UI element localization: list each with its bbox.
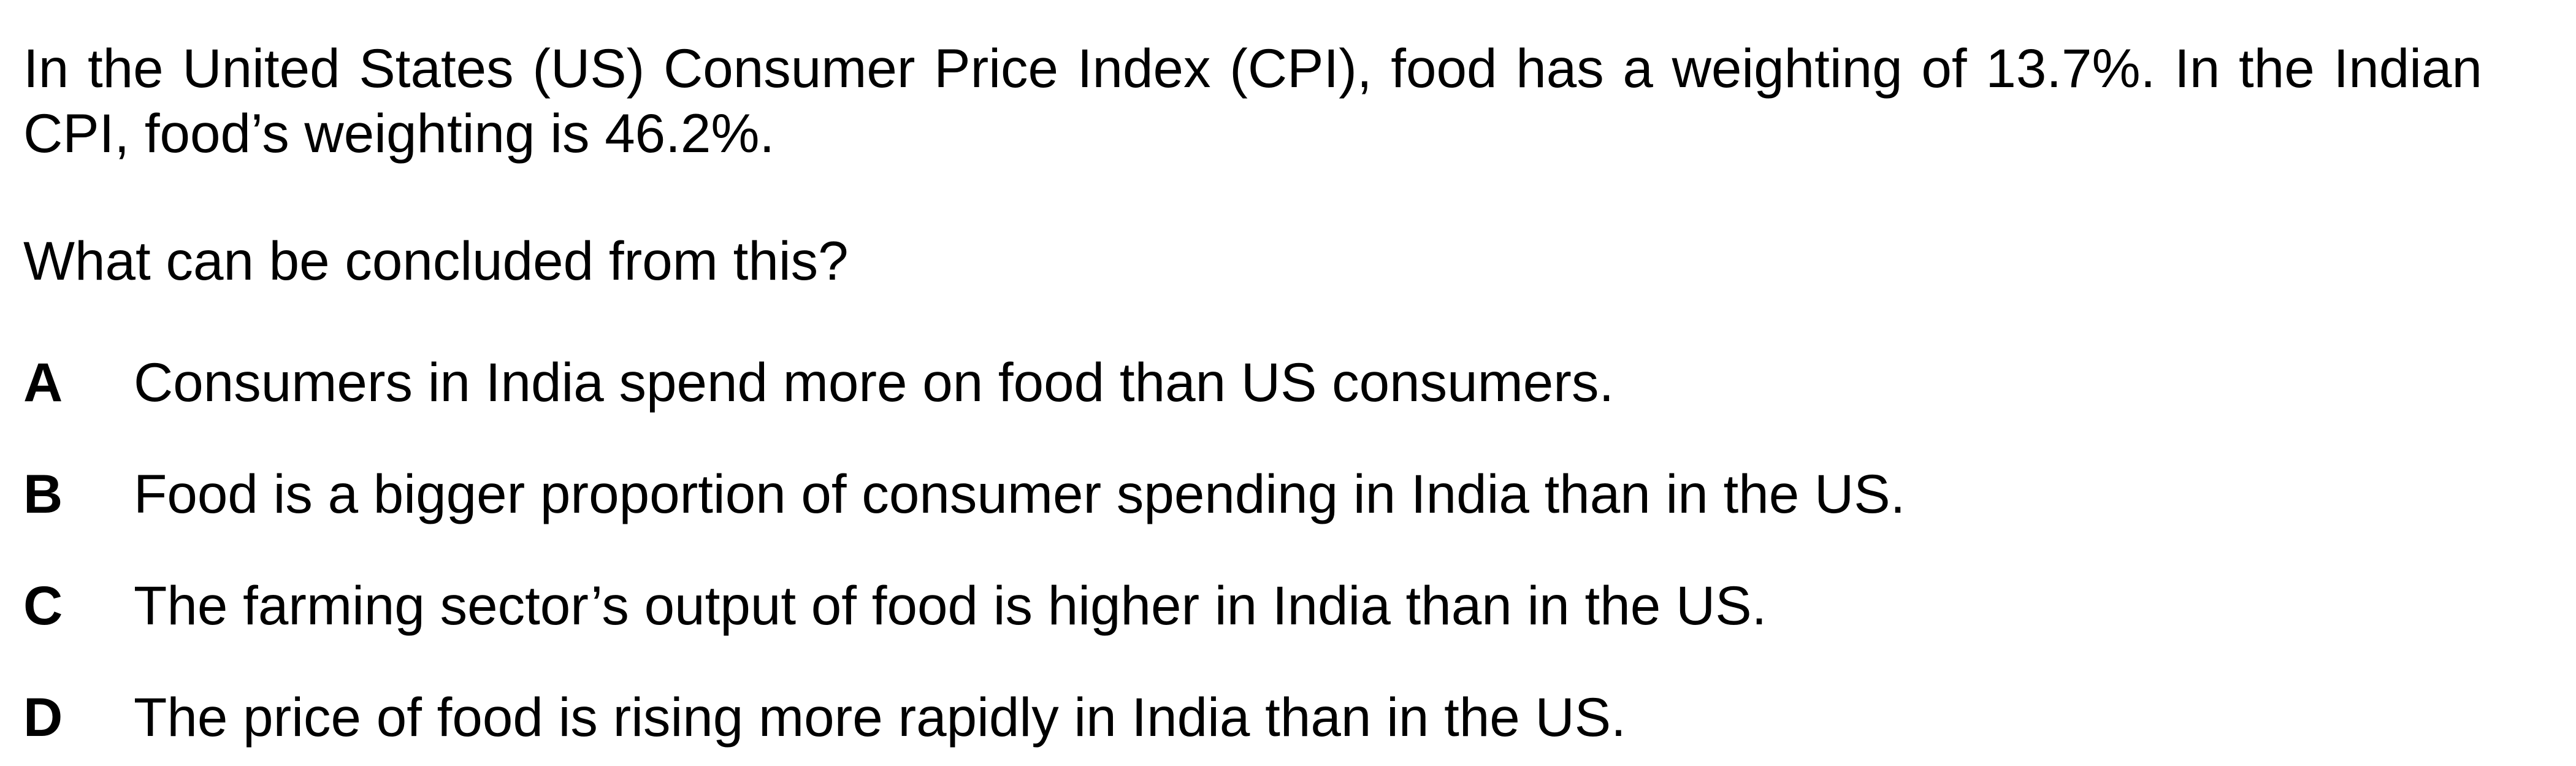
question-prompt: What can be concluded from this? (23, 230, 849, 291)
option-text: The price of food is rising more rapidly… (134, 686, 1626, 748)
option-text: The farming sector’s output of food is h… (134, 575, 1767, 636)
option-text: Food is a bigger proportion of consumer … (134, 463, 1906, 524)
option-c[interactable]: C The farming sector’s output of food is… (23, 573, 2537, 638)
question-stem: In the United States (US) Consumer Price… (23, 37, 2482, 164)
option-a[interactable]: A Consumers in India spend more on food … (23, 350, 2537, 415)
option-letter: B (23, 463, 63, 524)
option-text: Consumers in India spend more on food th… (134, 351, 1615, 413)
option-d[interactable]: D The price of food is rising more rapid… (23, 684, 2537, 749)
option-letter: D (23, 686, 63, 748)
option-letter: A (23, 351, 63, 413)
option-letter: C (23, 575, 63, 636)
option-b[interactable]: B Food is a bigger proportion of consume… (23, 461, 2537, 526)
